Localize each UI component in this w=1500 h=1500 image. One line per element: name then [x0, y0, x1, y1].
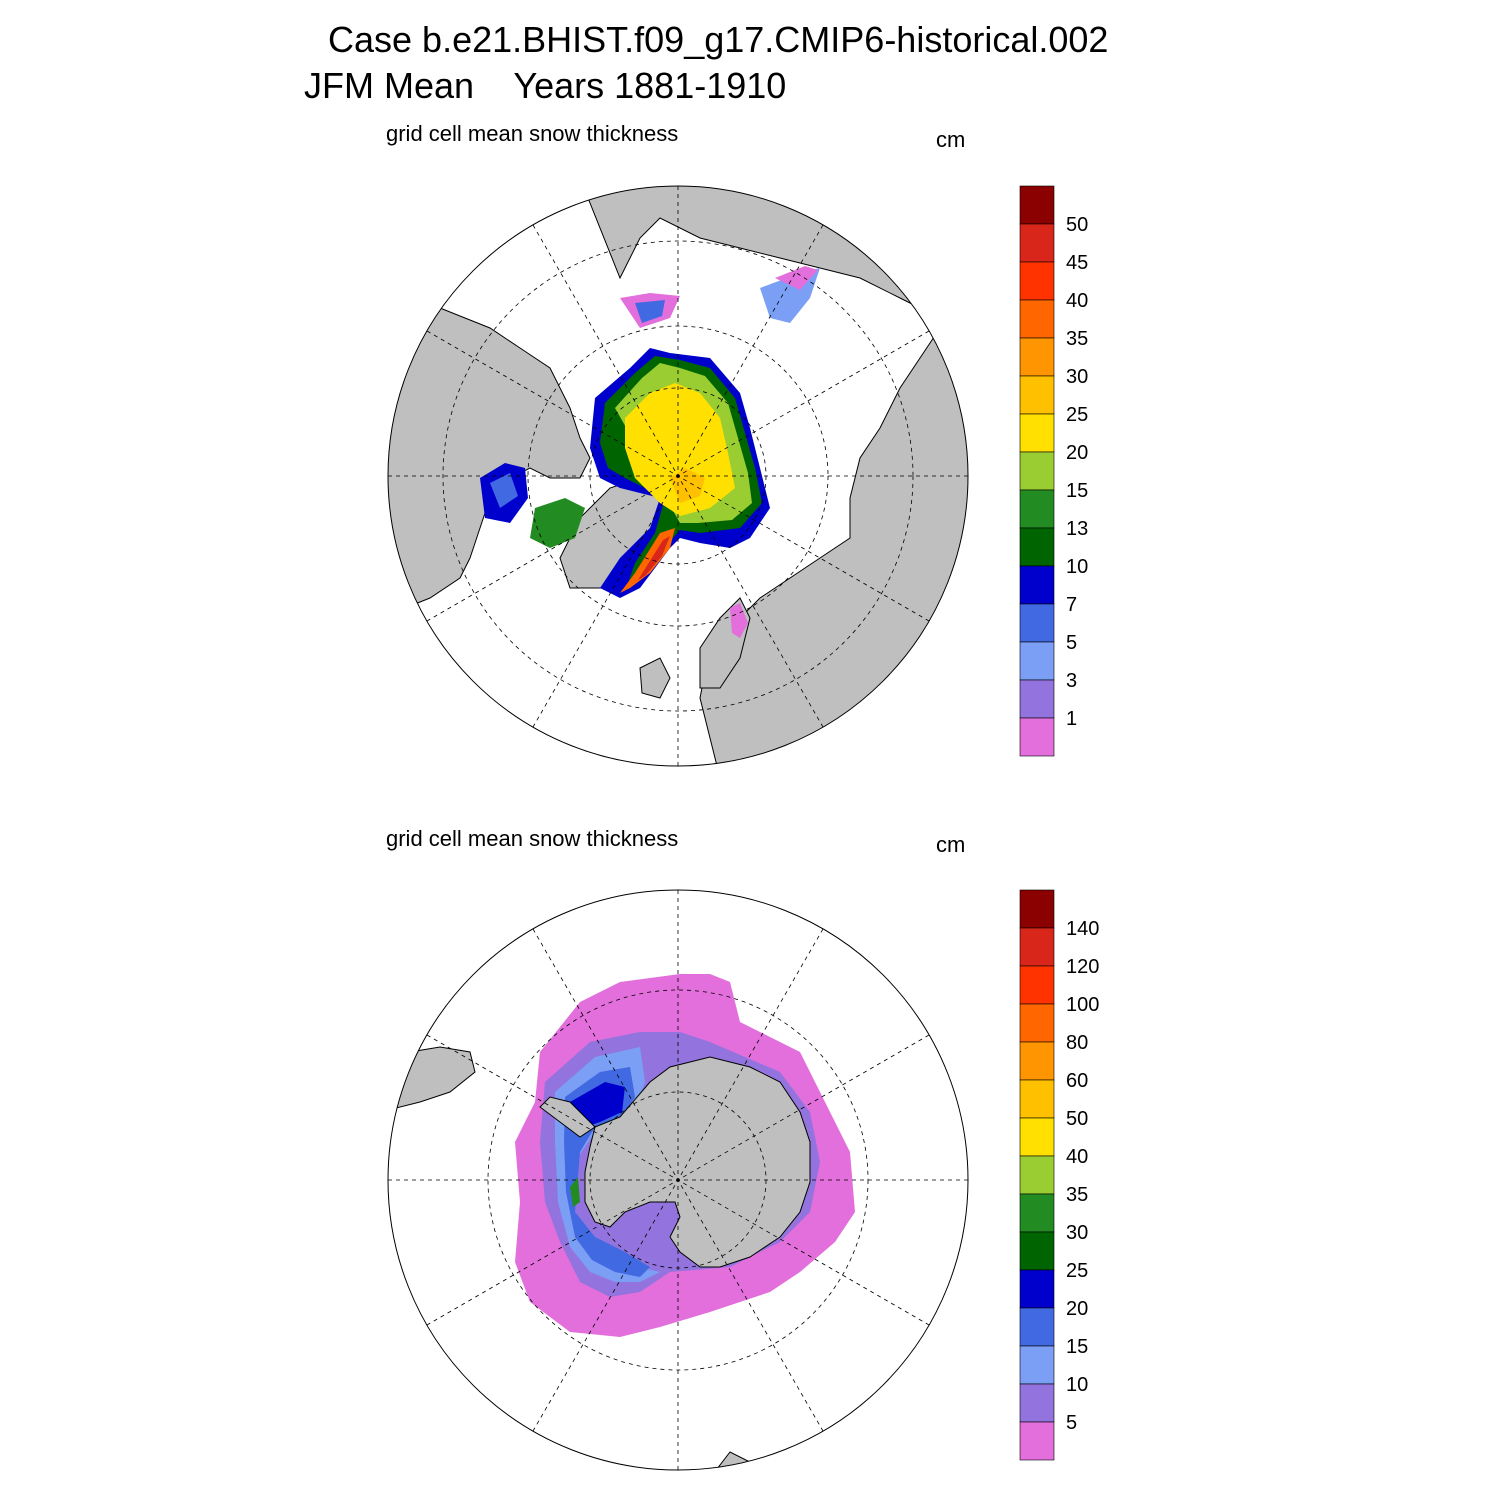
south-colorbar-label: 25	[1066, 1260, 1088, 1282]
south-graticule-meridians	[388, 890, 968, 1470]
north-colorbar-label: 15	[1066, 480, 1088, 502]
north-colorbar-label: 20	[1066, 442, 1088, 464]
south-colorbar-box	[1019, 965, 1055, 1005]
figure-title: Case b.e21.BHIST.f09_g17.CMIP6-historica…	[328, 19, 1109, 60]
south-colorbar-label: 30	[1066, 1222, 1088, 1244]
north-colorbar-label: 30	[1066, 366, 1088, 388]
north-colorbar-box	[1019, 641, 1055, 681]
north-graticule-lat60	[442, 240, 914, 712]
north-ice-hudson-inner	[490, 473, 518, 508]
north-ice-pacific-blue	[635, 300, 665, 323]
south-colorbar-box	[1019, 1383, 1055, 1423]
north-colorbar-box	[1019, 337, 1055, 377]
north-colorbar-box	[1019, 679, 1055, 719]
south-colorbar-label: 100	[1066, 994, 1099, 1016]
south-colorbar-box	[1019, 1155, 1055, 1195]
north-colorbar-label: 7	[1066, 594, 1077, 616]
north-units: cm	[936, 127, 966, 152]
north-colorbar-label: 50	[1066, 214, 1088, 236]
north-colorbar-box	[1019, 223, 1055, 263]
north-colorbar-box	[1019, 413, 1055, 453]
south-colorbar-label: 10	[1066, 1374, 1088, 1396]
north-ice-yellow	[625, 383, 735, 516]
north-colorbar-box	[1019, 185, 1055, 225]
south-colorbar-label: 20	[1066, 1298, 1088, 1320]
south-polar-map	[387, 889, 969, 1471]
south-subtitle: grid cell mean snow thickness	[386, 826, 679, 851]
north-colorbar-box	[1019, 489, 1055, 529]
north-land-uk	[639, 657, 671, 699]
north-colorbar-box	[1019, 603, 1055, 643]
north-colorbar-label: 13	[1066, 518, 1088, 540]
north-colorbar-label: 5	[1066, 632, 1077, 654]
south-colorbar-box	[1019, 1269, 1055, 1309]
north-colorbar-label: 25	[1066, 404, 1088, 426]
north-colorbar: 1 3 5 7 10 13 15 20 25 30 35 40 45 50	[1000, 185, 1120, 766]
south-colorbar-label: 50	[1066, 1108, 1088, 1130]
south-colorbar-box	[1019, 1193, 1055, 1233]
north-ice-baltic	[730, 603, 748, 638]
south-colorbar-box	[1019, 1041, 1055, 1081]
south-colorbar-box	[1019, 1003, 1055, 1043]
north-colorbar-label: 35	[1066, 328, 1088, 350]
south-colorbar-label: 40	[1066, 1146, 1088, 1168]
south-colorbar-label: 5	[1066, 1412, 1077, 1434]
north-colorbar-label: 40	[1066, 290, 1088, 312]
north-colorbar-label: 45	[1066, 252, 1088, 274]
north-colorbar-box	[1019, 451, 1055, 491]
north-colorbar-box	[1019, 299, 1055, 339]
south-colorbar-label: 35	[1066, 1184, 1088, 1206]
south-colorbar-label: 15	[1066, 1336, 1088, 1358]
south-colorbar-box	[1019, 1117, 1055, 1157]
south-colorbar: 5 10 15 20 25 30 35 40 50 60 80 100 120 140	[1000, 889, 1120, 1470]
south-colorbar-box	[1019, 1307, 1055, 1347]
south-colorbar-box	[1019, 1345, 1055, 1385]
south-ice-wedge-green	[570, 1177, 580, 1207]
figure-period: JFM Mean Years 1881-1910	[304, 65, 787, 106]
north-colorbar-box	[1019, 261, 1055, 301]
north-map-border	[387, 185, 969, 767]
south-colorbar-label: 80	[1066, 1032, 1088, 1054]
south-colorbar-box	[1019, 1079, 1055, 1119]
north-colorbar-box	[1019, 375, 1055, 415]
south-colorbar-label: 120	[1066, 956, 1099, 978]
south-map-border	[387, 889, 969, 1471]
north-land-northamerica	[388, 287, 591, 619]
south-colorbar-label: 140	[1066, 918, 1099, 940]
south-colorbar-box	[1019, 1421, 1055, 1461]
south-colorbar-box	[1019, 889, 1055, 929]
south-land-antarctica	[584, 1056, 811, 1268]
north-colorbar-box	[1019, 717, 1055, 757]
north-ice-baffin	[530, 498, 585, 548]
north-colorbar-label: 3	[1066, 670, 1077, 692]
south-units: cm	[936, 832, 966, 857]
north-ice-okhotsk-pink	[775, 266, 818, 290]
north-polar-map	[387, 185, 969, 767]
north-ice-red-core	[638, 536, 670, 580]
north-subtitle: grid cell mean snow thickness	[386, 121, 679, 146]
north-colorbar-box	[1019, 527, 1055, 567]
north-graticule-meridians	[388, 186, 968, 766]
south-colorbar-label: 60	[1066, 1070, 1088, 1092]
south-land-peninsula	[539, 1096, 596, 1138]
north-colorbar-box	[1019, 565, 1055, 605]
south-colorbar-box	[1019, 927, 1055, 967]
south-colorbar-box	[1019, 1231, 1055, 1271]
north-colorbar-label: 1	[1066, 708, 1077, 730]
north-colorbar-label: 10	[1066, 556, 1088, 578]
